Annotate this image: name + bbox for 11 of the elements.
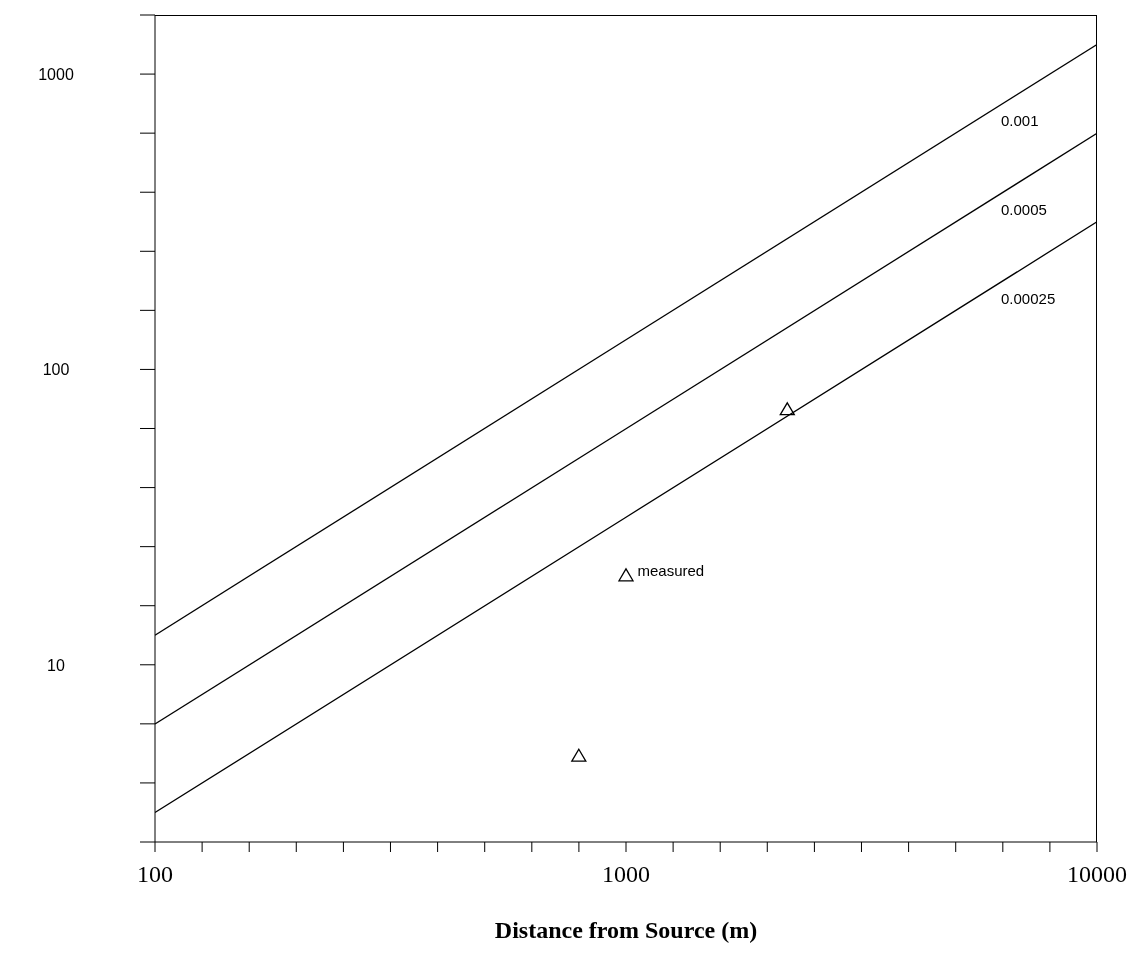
- x-tick-label: 10000: [1067, 861, 1127, 887]
- y-tick-label: 10: [47, 656, 65, 674]
- y-tick-label: 100: [42, 361, 70, 379]
- x-tick-label: 1000: [602, 861, 650, 887]
- series-label: 0.00025: [1001, 289, 1056, 307]
- series-label: measured: [637, 562, 705, 580]
- series-label: 0.0005: [1001, 201, 1047, 219]
- y-tick-label: 1000: [38, 66, 74, 84]
- x-tick-label: 100: [137, 861, 173, 887]
- x-axis-title: Distance from Source (m): [494, 917, 758, 943]
- series-label: 0.001: [1001, 112, 1039, 130]
